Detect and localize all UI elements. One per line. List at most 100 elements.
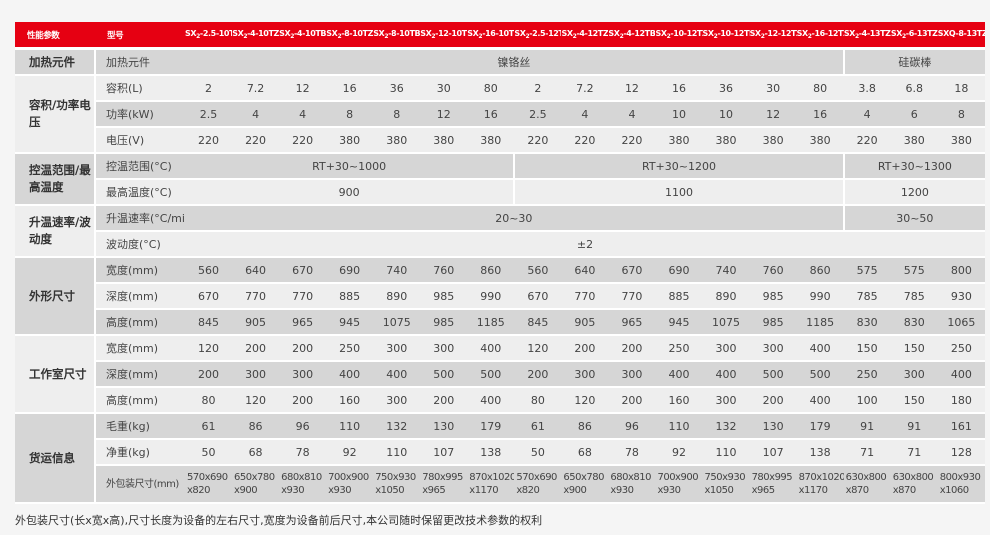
value-cell: 2	[514, 75, 562, 102]
value-cell: 870x1020 x1170	[796, 465, 844, 504]
value-cell: 800	[937, 257, 985, 284]
value-cell: 6	[890, 101, 938, 128]
model-name: SX2-2.5-12TZ	[514, 22, 562, 50]
value-cell: 86	[561, 413, 609, 440]
model-suffix: -4-13TZ	[858, 29, 891, 38]
value-cell: 200	[420, 387, 468, 414]
value-cell: 130	[749, 413, 797, 440]
value-cell: 107	[420, 439, 468, 466]
merged-value-cell: ±2	[185, 231, 985, 258]
model-subscript: 2	[290, 33, 295, 40]
value-cell: 1185	[467, 309, 515, 336]
table-row: 电压(V) 220 220 220 380 380 380 380 220 220 220 380 38…	[15, 127, 985, 154]
value-cell: 161	[937, 413, 985, 440]
model-subscript: 2	[807, 33, 812, 40]
model-name: SX2-8-10TZ	[326, 22, 374, 50]
value-cell: 830	[890, 309, 938, 336]
value-cell: 200	[232, 335, 280, 362]
value-cell: 400	[467, 387, 515, 414]
model-prefix: SX	[373, 29, 385, 38]
row-label: 功率(kW)	[95, 101, 185, 128]
value-cell: 10	[702, 101, 750, 128]
value-cell: 3.8	[843, 75, 891, 102]
value-cell: 380	[796, 127, 844, 154]
value-cell: 71	[890, 439, 938, 466]
value-cell: 300	[373, 387, 421, 414]
model-name: SX2-6-13TZ	[890, 22, 938, 50]
value-cell: 6.8	[890, 75, 938, 102]
value-cell: 16	[467, 101, 515, 128]
row-label: 最高温度(°C)	[95, 179, 185, 206]
merged-value-cell: RT+30~1200	[514, 153, 845, 180]
header-row: 性能参数型号SX2-2.5-10TZSX2-4-10TZSX2-4-10TBZS…	[15, 22, 985, 50]
row-label: 控温范围(°C)	[95, 153, 185, 180]
model-prefix: SX	[608, 29, 620, 38]
value-cell: 570x690 x820	[185, 465, 233, 504]
value-cell: 200	[608, 335, 656, 362]
value-cell: 200	[561, 335, 609, 362]
table-row: 货运信息 毛重(kg) 61 86 96 110 132 130 179 61 86 96 110 132…	[15, 413, 985, 504]
value-cell: 640	[232, 257, 280, 284]
value-cell: 740	[702, 257, 750, 284]
value-cell: 400	[326, 361, 374, 388]
value-cell: 380	[702, 127, 750, 154]
value-cell: 4	[608, 101, 656, 128]
value-cell: 30	[749, 75, 797, 102]
value-cell: 630x800 x870	[843, 465, 891, 504]
value-cell: 300	[561, 361, 609, 388]
value-cell: 650x780 x900	[561, 465, 609, 504]
model-name: SX2-12-10TZ	[420, 22, 468, 50]
value-cell: 500	[467, 361, 515, 388]
value-cell: 890	[702, 283, 750, 310]
value-cell: 132	[373, 413, 421, 440]
value-cell: 640	[561, 257, 609, 284]
value-cell: 120	[514, 335, 562, 362]
value-cell: 905	[232, 309, 280, 336]
merged-value-cell: 30~50	[843, 205, 985, 232]
value-cell: 120	[185, 335, 233, 362]
value-cell: 12	[608, 75, 656, 102]
value-cell: 400	[655, 361, 703, 388]
value-cell: 965	[608, 309, 656, 336]
value-cell: 670	[514, 283, 562, 310]
value-cell: 300	[279, 361, 327, 388]
value-cell: 2.5	[514, 101, 562, 128]
value-cell: 945	[326, 309, 374, 336]
value-cell: 500	[749, 361, 797, 388]
value-cell: 770	[279, 283, 327, 310]
value-cell: 770	[608, 283, 656, 310]
value-cell: 575	[843, 257, 891, 284]
table-row: 最高温度(°C) 900 1100 1200	[15, 179, 985, 206]
value-cell: 36	[373, 75, 421, 102]
value-cell: 220	[561, 127, 609, 154]
model-suffix: -2.5-10TZ	[199, 29, 232, 38]
value-cell: 220	[514, 127, 562, 154]
value-cell: 985	[420, 283, 468, 310]
table-row: 高度(mm) 845 905 965 945 1075 985 1185 845 905 965 94…	[15, 309, 985, 336]
value-cell: 830	[843, 309, 891, 336]
header-group-label: 性能参数	[15, 22, 95, 50]
row-label: 深度(mm)	[95, 283, 185, 310]
value-cell: 92	[326, 439, 374, 466]
model-prefix: SX	[702, 29, 715, 38]
value-cell: 890	[373, 283, 421, 310]
value-cell: 575	[890, 257, 938, 284]
value-cell: 12	[420, 101, 468, 128]
value-cell: 96	[608, 413, 656, 440]
model-prefix: SXQ-8-13TZ	[937, 29, 985, 38]
model-suffix: -8-10TZ	[341, 29, 374, 38]
model-prefix: SX	[514, 29, 526, 38]
group-label: 货运信息	[15, 413, 96, 504]
row-label: 外包装尺寸(mm)	[95, 465, 185, 504]
model-prefix: SX	[561, 29, 574, 38]
model-prefix: SX	[326, 29, 338, 38]
value-cell: 570x690 x820	[514, 465, 562, 504]
model-name: SX2-8-10TBZ	[373, 22, 421, 50]
model-subscript: 2	[243, 33, 248, 40]
row-label: 升温速率(°C/min)	[95, 205, 185, 232]
value-cell: 680x810 x930	[608, 465, 656, 504]
value-cell: 1075	[702, 309, 750, 336]
value-cell: 200	[185, 361, 233, 388]
table-row: 外形尺寸 宽度(mm) 560 640 670 690 740 760 860 560 640 670…	[15, 257, 985, 336]
value-cell: 905	[561, 309, 609, 336]
